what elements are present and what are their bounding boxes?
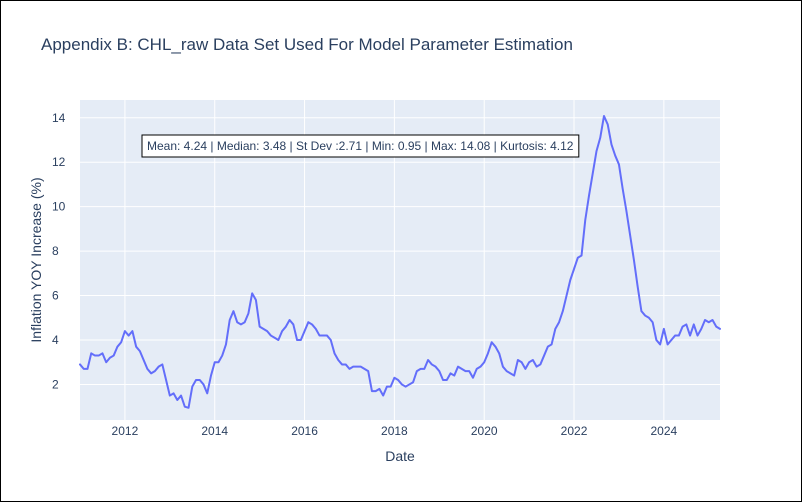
x-tick-label: 2020 bbox=[471, 424, 498, 438]
y-ticks: 2 4 6 8 10 12 14 bbox=[52, 111, 66, 392]
y-tick-label: 8 bbox=[52, 244, 59, 258]
x-axis-title: Date bbox=[385, 448, 415, 464]
x-tick-label: 2012 bbox=[112, 424, 139, 438]
stats-annotation: Mean: 4.24 | Median: 3.48 | St Dev :2.71… bbox=[147, 139, 574, 153]
x-ticks: 2012 2014 2016 2018 2020 2022 2024 bbox=[112, 424, 678, 438]
y-tick-label: 12 bbox=[52, 155, 66, 169]
x-tick-label: 2014 bbox=[201, 424, 228, 438]
x-tick-label: 2022 bbox=[561, 424, 588, 438]
x-tick-label: 2024 bbox=[651, 424, 678, 438]
y-tick-label: 6 bbox=[52, 289, 59, 303]
y-tick-label: 10 bbox=[52, 200, 66, 214]
stats-annotation-box bbox=[141, 134, 580, 158]
y-tick-label: 2 bbox=[52, 377, 59, 391]
y-tick-label: 4 bbox=[52, 333, 59, 347]
x-tick-label: 2016 bbox=[291, 424, 318, 438]
y-tick-label: 14 bbox=[52, 111, 66, 125]
chart-title: Appendix B: CHL_raw Data Set Used For Mo… bbox=[41, 35, 573, 54]
data-points bbox=[79, 115, 721, 408]
y-grid bbox=[80, 117, 720, 385]
series-line bbox=[79, 115, 721, 409]
x-tick-label: 2018 bbox=[381, 424, 408, 438]
y-axis-title: Inflation YOY Increase (%) bbox=[28, 177, 44, 342]
